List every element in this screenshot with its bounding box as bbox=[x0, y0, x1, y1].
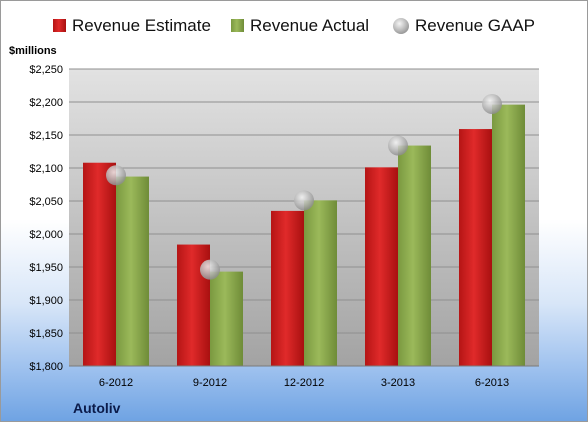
legend-swatch-revenue-actual bbox=[231, 19, 244, 32]
marker-revenue-gaap bbox=[388, 135, 408, 156]
x-tick-label: 12-2012 bbox=[284, 377, 324, 389]
company-name: Autoliv bbox=[73, 400, 121, 416]
y-axis-label: $millions bbox=[9, 45, 57, 57]
marker-revenue-gaap bbox=[106, 165, 126, 186]
x-tick-labels: 6-2012 9-2012 12-2012 3-2013 6-2013 bbox=[99, 377, 509, 389]
x-tick-label: 6-2013 bbox=[475, 377, 509, 389]
y-tick-label: $2,250 bbox=[29, 64, 63, 76]
legend: Revenue Estimate Revenue Actual Revenue … bbox=[53, 16, 535, 35]
y-tick-label: $1,800 bbox=[29, 361, 63, 373]
marker-revenue-gaap bbox=[482, 93, 502, 114]
x-tick-label: 6-2012 bbox=[99, 377, 133, 389]
x-tick-label: 9-2012 bbox=[193, 377, 227, 389]
y-tick-label: $1,950 bbox=[29, 262, 63, 274]
bar-revenue-estimate bbox=[365, 167, 398, 366]
gaap-markers bbox=[106, 93, 502, 280]
y-tick-label: $2,000 bbox=[29, 229, 63, 241]
bar-revenue-estimate bbox=[83, 162, 116, 366]
bar-revenue-actual bbox=[398, 145, 431, 366]
legend-label-revenue-gaap: Revenue GAAP bbox=[415, 16, 535, 35]
legend-marker-revenue-gaap bbox=[393, 18, 409, 34]
legend-label-revenue-actual: Revenue Actual bbox=[250, 16, 369, 35]
y-tick-labels: $1,800 $1,850 $1,900 $1,950 $2,000 $2,050 $2,1… bbox=[29, 64, 63, 373]
y-tick-label: $1,900 bbox=[29, 295, 63, 307]
y-tick-label: $1,850 bbox=[29, 328, 63, 340]
bars bbox=[83, 104, 525, 366]
marker-revenue-gaap bbox=[200, 259, 220, 280]
y-tick-label: $2,050 bbox=[29, 196, 63, 208]
y-tick-label: $2,200 bbox=[29, 97, 63, 109]
bar-revenue-estimate bbox=[271, 210, 304, 366]
legend-label-revenue-estimate: Revenue Estimate bbox=[72, 16, 211, 35]
legend-swatch-revenue-estimate bbox=[53, 19, 66, 32]
bar-revenue-actual bbox=[210, 271, 243, 366]
y-tick-label: $2,100 bbox=[29, 163, 63, 175]
x-tick-label: 3-2013 bbox=[381, 377, 415, 389]
bar-revenue-estimate bbox=[459, 129, 492, 366]
bar-revenue-actual bbox=[304, 200, 337, 366]
bar-revenue-actual bbox=[116, 176, 149, 366]
marker-revenue-gaap bbox=[294, 190, 314, 211]
y-tick-label: $2,150 bbox=[29, 130, 63, 142]
bar-revenue-actual bbox=[492, 104, 525, 366]
